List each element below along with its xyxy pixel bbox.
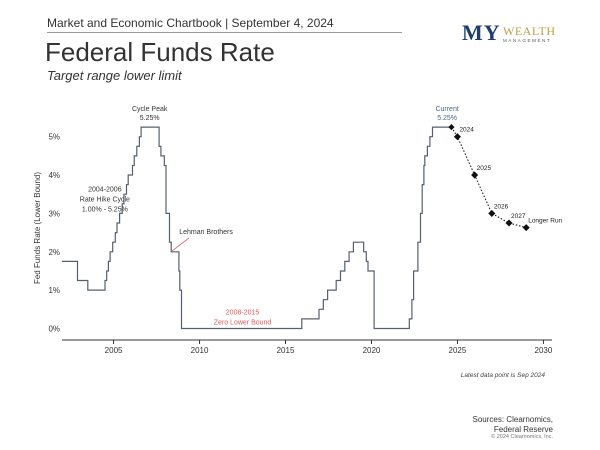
- projection-point-label: Longer Run: [528, 218, 562, 225]
- logo-my-text: MY: [462, 20, 501, 45]
- logo-management-text: MANAGEMENT: [503, 38, 552, 43]
- annotation-lehman: Lehman Brothers: [179, 229, 233, 236]
- annotation-current-value: 5.25%: [437, 115, 457, 122]
- projection-point: [488, 209, 496, 217]
- y-tick-label: 0%: [48, 324, 60, 333]
- projection-point: [471, 171, 479, 179]
- y-tick-label: 2%: [48, 248, 60, 257]
- annotation-zlb-label: Zero Lower Bound: [214, 319, 272, 326]
- chart-title: Federal Funds Rate: [45, 37, 275, 67]
- projection-point-label: 2027: [511, 213, 526, 220]
- x-tick-label: 2005: [105, 346, 123, 355]
- logo-wealth-text: WEALTH: [503, 24, 556, 38]
- y-axis-label: Fed Funds Rate (Lower Bound): [33, 172, 42, 284]
- projection-point-label: 2026: [494, 203, 509, 210]
- projection-point-label: 2025: [477, 165, 492, 172]
- annotation-hike-cycle-years: 2004-2006: [88, 186, 122, 193]
- projection-point: [505, 219, 513, 227]
- annotation-hike-cycle-label: Rate Hike Cycle: [80, 196, 130, 203]
- projection-point-label: 2024: [459, 127, 474, 134]
- sources-note: Sources: Clearnomics, Federal Reserve: [430, 415, 553, 435]
- y-tick-label: 3%: [48, 209, 60, 218]
- my-wealth-management-logo: MY WEALTH MANAGEMENT: [462, 20, 555, 48]
- y-tick-label: 4%: [48, 171, 60, 180]
- annotation-cycle-peak: Cycle Peak: [132, 106, 168, 113]
- x-tick-label: 2025: [449, 346, 467, 355]
- y-tick-label: 5%: [48, 133, 60, 142]
- header-divider: [47, 32, 402, 33]
- sources-line-2: Federal Reserve: [493, 425, 553, 434]
- annotation-current: Current: [435, 106, 458, 113]
- latest-data-note: Latest data point is Sep 2024: [460, 372, 545, 379]
- chart-axes: 2005 2010 2015 2020 2025 2030 0% 1% 2% 3% 4% 5% Fed …: [33, 133, 553, 355]
- annotation-lehman-pointer: [171, 237, 190, 252]
- annotation-layer: Cycle Peak 5.25% Current 5.25% 2004-2006 Rate…: [80, 106, 459, 326]
- fed-funds-step-line: [62, 126, 452, 330]
- y-tick-label: 1%: [48, 286, 60, 295]
- chartbook-header: Market and Economic Chartbook | Septembe…: [47, 16, 334, 30]
- sources-line-1: Sources: Clearnomics,: [472, 415, 553, 424]
- x-tick-label: 2030: [535, 346, 553, 355]
- x-tick-label: 2020: [363, 346, 381, 355]
- current-point: [448, 123, 455, 131]
- x-tick-label: 2015: [277, 346, 295, 355]
- x-tick-label: 2010: [191, 346, 209, 355]
- annotation-zlb-years: 2008-2015: [226, 309, 260, 316]
- annotation-hike-cycle-range: 1.00% - 5.25%: [82, 206, 128, 213]
- projection-point: [453, 133, 461, 141]
- projection-point: [522, 224, 530, 232]
- copyright-note: © 2024 Clearnomics, Inc.: [491, 434, 553, 440]
- annotation-cycle-peak-value: 5.25%: [140, 115, 160, 122]
- chart-subtitle: Target range lower limit: [47, 68, 182, 83]
